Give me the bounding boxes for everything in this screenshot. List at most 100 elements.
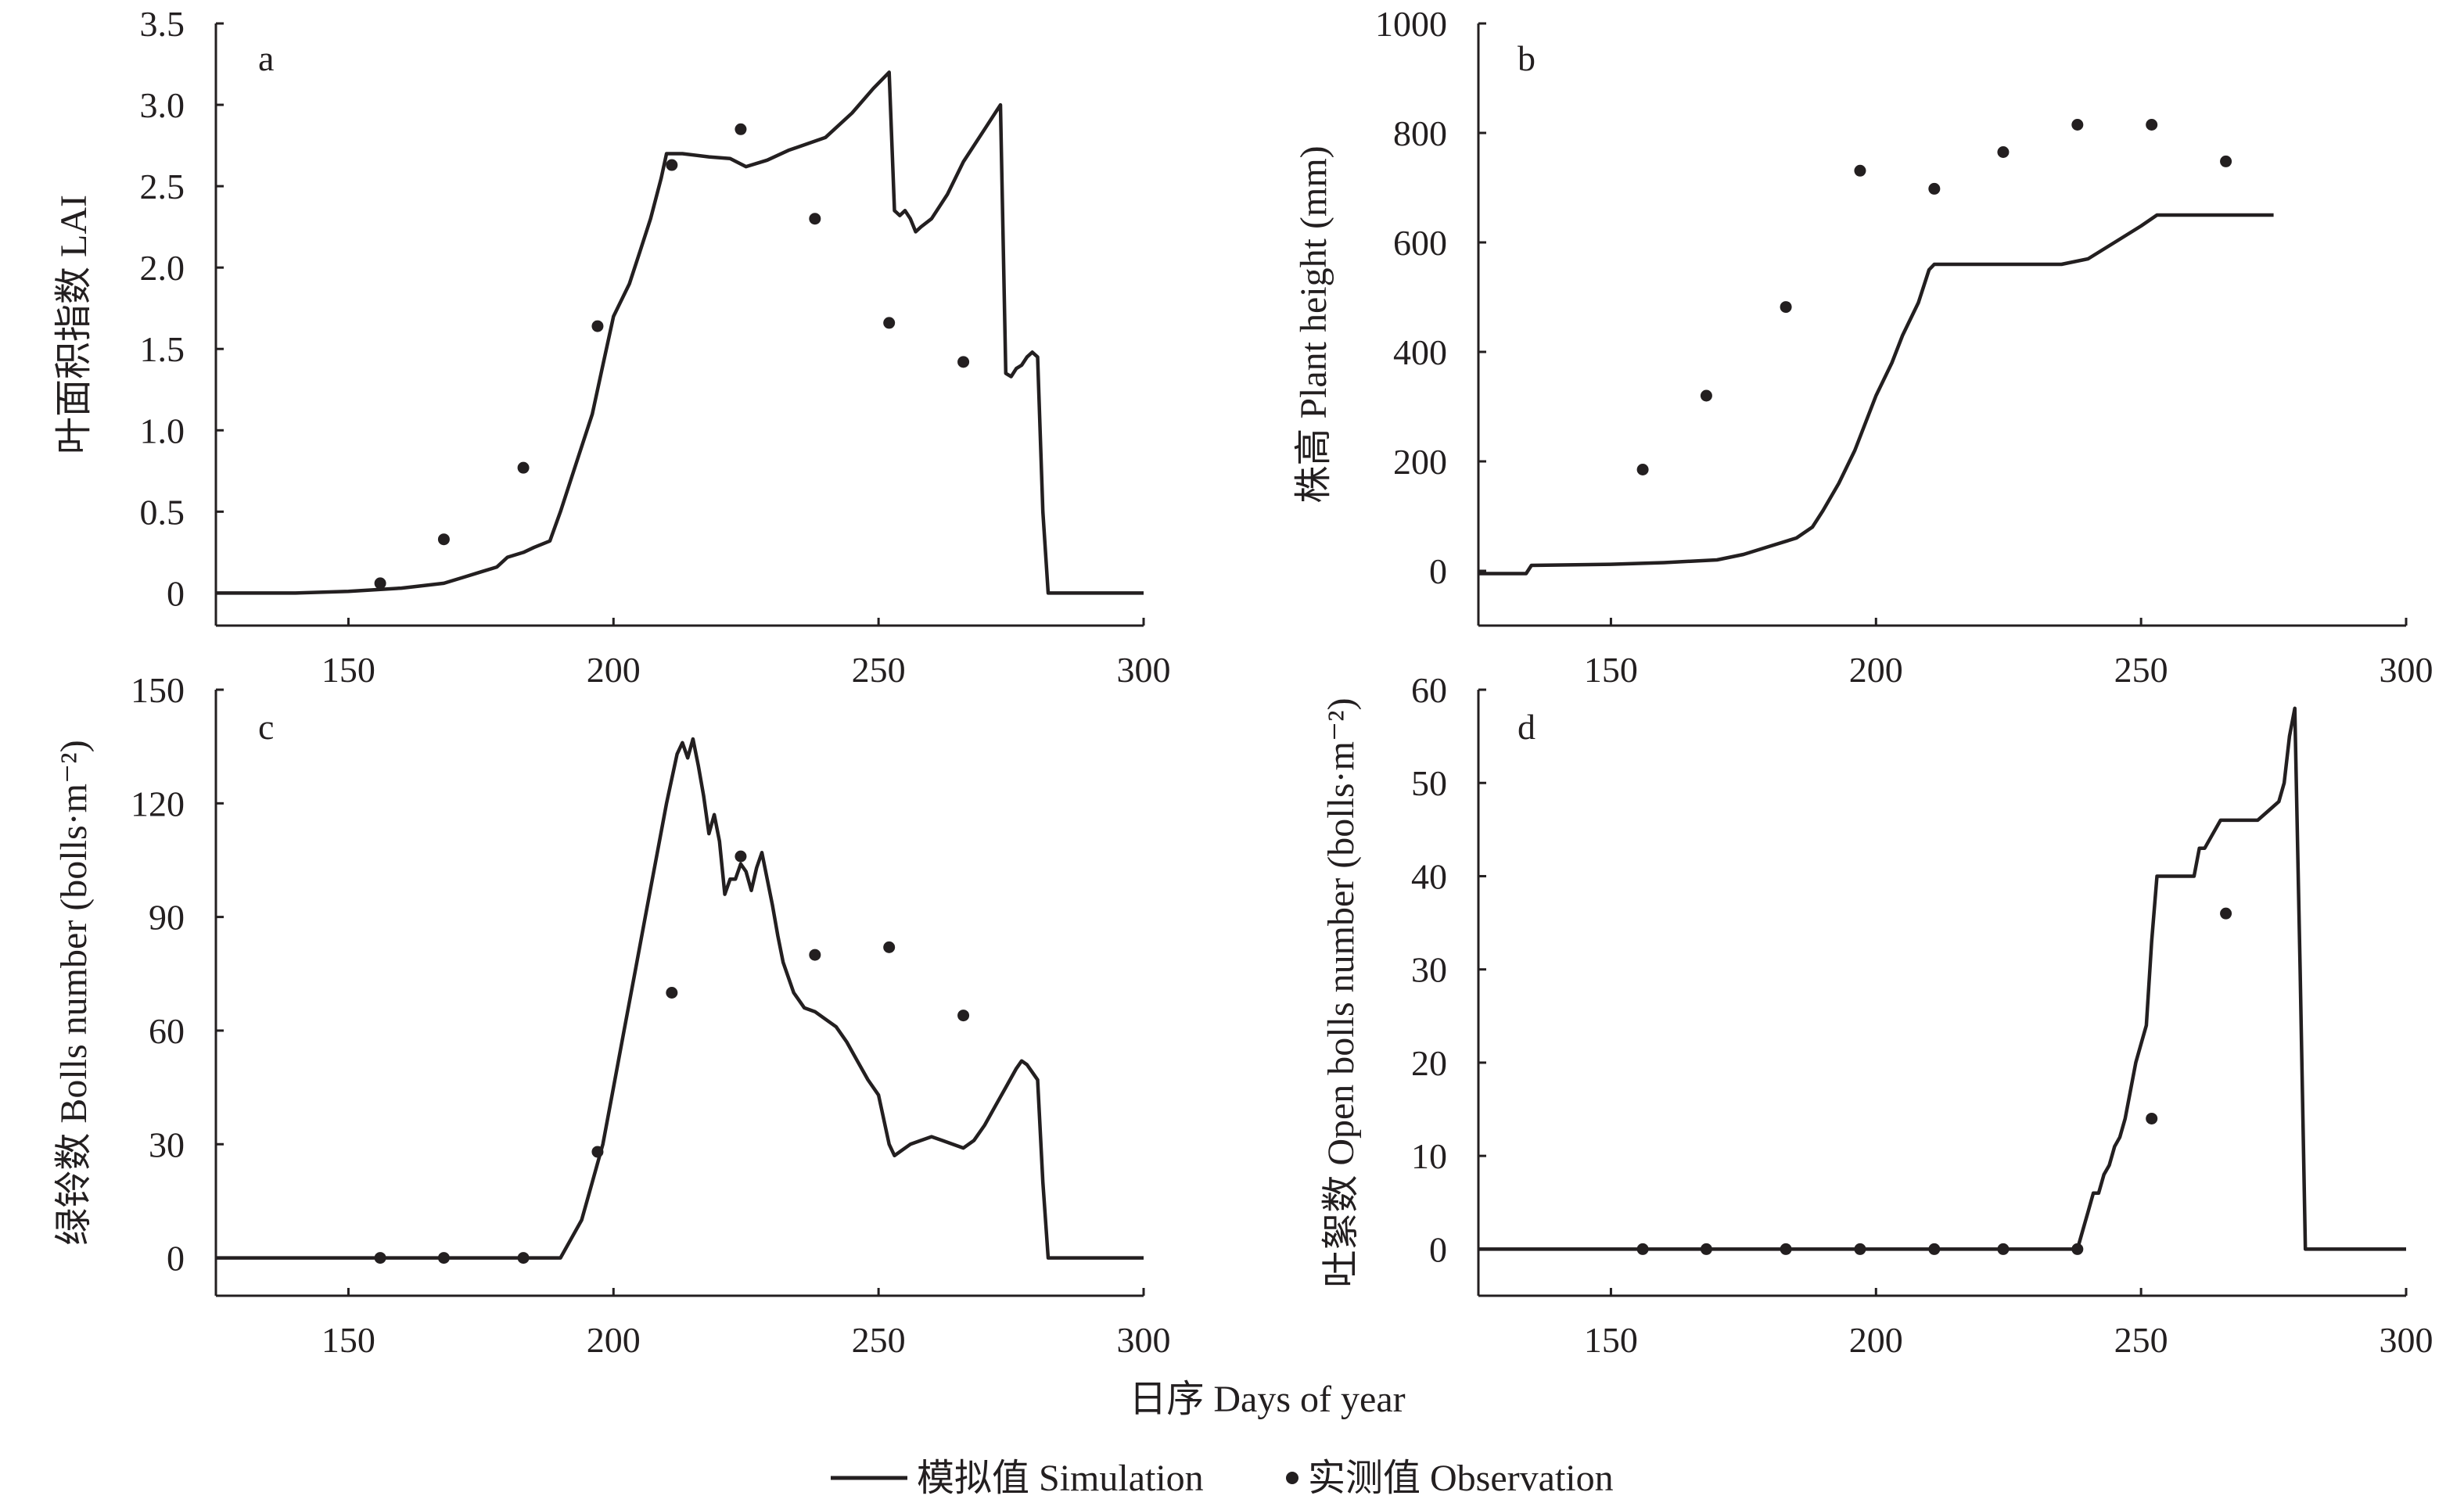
panel-d-observation-point [1780, 1243, 1792, 1255]
panel-d-x-tick-label: 200 [1849, 1320, 1903, 1360]
legend-observation-label: 实测值 Observation [1308, 1458, 1614, 1499]
panel-a-x-tick-label: 250 [852, 650, 906, 690]
panel-a-simulation-line [216, 70, 1144, 595]
panel-c-x-tick-label: 300 [1117, 1320, 1171, 1360]
panel-d-letter: d [1518, 707, 1536, 747]
panel-a-observation-point [591, 320, 604, 332]
panel-b-letter: b [1518, 38, 1536, 78]
panel-d-simulation-line [1478, 706, 2406, 1251]
panel-a-observation-point [883, 317, 896, 329]
panel-c-y-tick-label: 90 [149, 898, 185, 938]
panel-d-observation-point [1636, 1243, 1649, 1255]
panel-d-y-tick-label: 30 [1411, 950, 1447, 990]
panel-d-y-axis-label: 吐絮数 Open bolls number (bolls·m⁻²) [1320, 698, 1362, 1287]
panel-b-observation-point [1636, 464, 1649, 475]
panel-c-observation-point [517, 1252, 530, 1264]
panel-a-y-tick-label: 1.0 [140, 411, 185, 450]
panel-b-observation-point [2220, 155, 2232, 167]
panel-c-observation-point [666, 987, 678, 999]
panel-c-y-tick-label: 0 [167, 1239, 185, 1279]
panel-d-observation-point [1854, 1243, 1866, 1255]
panel-c-y-tick-label: 30 [149, 1124, 185, 1164]
x-axis-label: 日序 Days of year [1129, 1379, 1405, 1420]
panel-a-y-tick-label: 0.5 [140, 492, 185, 532]
panel-a-y-tick-label: 1.5 [140, 329, 185, 369]
legend-simulation-label: 模拟值 Simulation [917, 1458, 1204, 1499]
panel-c-observation-point [437, 1252, 450, 1264]
panel-a-y-axis-label: 叶面积指数 LAI [53, 195, 95, 454]
panel-d-observation-point [2146, 1112, 2158, 1124]
panel-a-y-tick-label: 2.5 [140, 167, 185, 206]
panel-a-observation-point [374, 577, 386, 590]
panel-a: 0 0.5 1.0 1.5 2.0 2.5 3.0 3.5 150 200 250 300 a 叶面积指数… [53, 4, 1171, 690]
panel-c-y-tick-label: 60 [149, 1011, 185, 1051]
panel-c: 0 30 60 90 120 150 150 200 250 300 c 绿铃数 Bolls numb… [53, 670, 1171, 1360]
panel-b-y-tick-label: 1000 [1375, 4, 1447, 44]
panel-a-y-tick-label: 3.5 [140, 4, 185, 44]
panel-a-observation-point [957, 356, 970, 368]
panel-d-observation-point [2071, 1243, 2084, 1255]
panel-d-y-tick-label: 40 [1411, 856, 1447, 896]
panel-a-y-tick-label: 3.0 [140, 85, 185, 125]
panel-b-x-tick-label: 200 [1849, 650, 1903, 690]
panel-a-observation-point [666, 159, 678, 171]
panel-c-observation-point [735, 850, 747, 863]
panel-d-y-tick-label: 20 [1411, 1043, 1447, 1083]
panel-d: 0 10 20 30 40 50 60 150 200 250 300 d 吐絮数 Open bolls… [1320, 670, 2433, 1360]
panel-b-observation-point [1700, 389, 1712, 402]
panel-a-y-tick-label: 2.0 [140, 248, 185, 288]
panel-c-observation-point [374, 1252, 386, 1264]
legend: 模拟值 Simulation 实测值 Observation [831, 1458, 1614, 1499]
panel-c-letter: c [258, 707, 274, 747]
panel-b-y-tick-label: 400 [1393, 332, 1447, 372]
panel-a-letter: a [258, 38, 274, 78]
panel-d-x-tick-label: 250 [2114, 1320, 2168, 1360]
panel-b-observation-point [2071, 119, 2084, 131]
panel-b-y-axis-label: 株高 Plant height (mm) [1293, 145, 1334, 503]
panel-c-x-tick-label: 200 [587, 1320, 641, 1360]
panel-b-observation-point [1928, 182, 1941, 195]
panel-c-x-tick-label: 250 [852, 1320, 906, 1360]
panel-d-observation-point [1928, 1243, 1941, 1255]
panel-b: 0 200 400 600 800 1000 150 200 250 300 b 株高 Plant h… [1293, 4, 2433, 690]
panel-b-observation-point [1854, 164, 1866, 177]
panel-c-observation-point [883, 941, 896, 953]
panel-b-y-tick-label: 0 [1429, 551, 1447, 591]
panel-b-observation-point [1997, 146, 2010, 158]
panel-c-x-tick-label: 150 [321, 1320, 375, 1360]
panel-d-y-tick-label: 60 [1411, 670, 1447, 710]
panel-b-simulation-line [1478, 213, 2274, 576]
panel-d-y-tick-label: 10 [1411, 1136, 1447, 1176]
panel-b-y-tick-label: 200 [1393, 442, 1447, 482]
panel-d-x-tick-label: 300 [2380, 1320, 2433, 1360]
panel-d-y-tick-label: 50 [1411, 763, 1447, 803]
panel-c-y-tick-label: 120 [131, 784, 185, 823]
panel-b-observation-point [2146, 119, 2158, 131]
panel-a-y-tick-label: 0 [167, 573, 185, 613]
panel-c-observation-point [591, 1146, 604, 1158]
panel-b-x-tick-label: 250 [2114, 650, 2168, 690]
panel-a-observation-point [735, 123, 747, 135]
panel-d-observation-point [1997, 1243, 2010, 1255]
panel-d-x-tick-label: 150 [1584, 1320, 1638, 1360]
panel-b-y-tick-label: 600 [1393, 223, 1447, 263]
panel-c-y-axis-label: 绿铃数 Bolls number (bolls·m⁻²) [53, 740, 95, 1245]
panel-c-observation-point [809, 949, 821, 961]
panel-c-y-tick-label: 150 [131, 670, 185, 710]
panel-a-x-tick-label: 300 [1117, 650, 1171, 690]
panel-a-observation-point [809, 213, 821, 225]
panel-d-y-tick-label: 0 [1429, 1229, 1447, 1269]
panel-a-x-tick-label: 200 [587, 650, 641, 690]
panel-a-x-tick-label: 150 [321, 650, 375, 690]
panel-b-x-tick-label: 150 [1584, 650, 1638, 690]
panel-c-simulation-line [216, 737, 1144, 1260]
panel-b-observation-point [1780, 301, 1792, 314]
panel-d-observation-point [2220, 907, 2232, 920]
panel-b-x-tick-label: 300 [2380, 650, 2433, 690]
legend-observation-marker [1286, 1472, 1298, 1484]
panel-b-y-tick-label: 800 [1393, 113, 1447, 153]
panel-a-observation-point [517, 461, 530, 474]
panel-c-observation-point [957, 1010, 970, 1022]
